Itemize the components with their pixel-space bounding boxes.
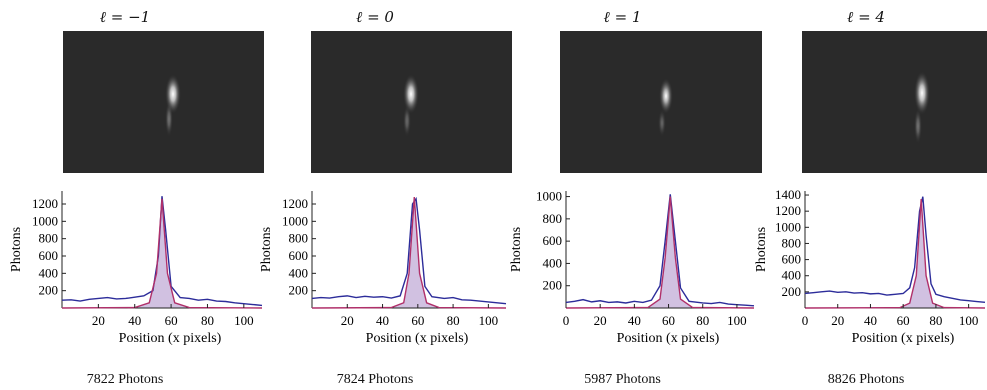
series-line-raw <box>311 196 507 305</box>
y-tick-label: 200 <box>289 283 309 298</box>
x-tick-label: 80 <box>201 313 214 328</box>
x-tick-label: 40 <box>128 313 141 328</box>
y-tick-label: 400 <box>39 265 59 280</box>
y-tick-label: 200 <box>782 284 802 299</box>
y-tick-label: 1000 <box>775 219 801 234</box>
x-tick-label: 40 <box>628 313 641 328</box>
x-tick-label: 100 <box>959 313 979 328</box>
camera-image-svg <box>403 74 419 137</box>
camera-image <box>311 31 512 173</box>
photon-count: 8826 Photons <box>827 372 905 387</box>
x-axis-label: Position (x pixels) <box>366 331 469 346</box>
x-tick-label: 100 <box>234 313 254 328</box>
x-tick-label: 80 <box>696 313 709 328</box>
y-tick-label: 800 <box>543 211 563 226</box>
x-tick-label: 60 <box>662 313 675 328</box>
y-tick-label: 600 <box>782 252 802 267</box>
x-tick-label: 80 <box>447 313 460 328</box>
x-tick-label: 20 <box>831 313 844 328</box>
series-line-raw <box>565 194 755 307</box>
x-axis-label: Position (x pixels) <box>852 331 955 346</box>
y-tick-label: 600 <box>39 248 59 263</box>
panel-l-4: ℓ = 4 200 400 600 800 1000 1200 1400 0 20 40 60 80 1… <box>745 0 987 390</box>
camera-image <box>63 31 264 173</box>
panel-l-minus-1: ℓ = −1 200 400 600 800 1000 1200 20 40 60 80 100 Po… <box>0 0 264 390</box>
chart-title: ℓ = 0 <box>356 8 394 26</box>
x-tick-label: 100 <box>479 313 499 328</box>
fit-area <box>62 198 262 308</box>
x-axis-label: Position (x pixels) <box>617 331 720 346</box>
plot-1: 200 400 600 800 1000 1200 20 40 60 80 100 Position … <box>259 191 507 346</box>
camera-image-svg <box>914 71 930 144</box>
x-tick-label: 60 <box>411 313 424 328</box>
y-tick-label: 200 <box>543 278 563 293</box>
plot-2: 200 400 600 800 1000 0 20 40 60 80 100 Position (x … <box>509 189 755 346</box>
x-tick-label: 80 <box>929 313 942 328</box>
y-axis-label: Photons <box>754 227 769 272</box>
y-tick-label: 1200 <box>32 196 58 211</box>
y-tick-label: 1400 <box>775 187 801 202</box>
y-tick-label: 600 <box>543 233 563 248</box>
camera-image-svg <box>165 74 181 137</box>
x-tick-label: 0 <box>563 313 570 328</box>
y-axis-label: Photons <box>9 227 24 272</box>
series-line-fit <box>565 196 755 309</box>
x-tick-label: 40 <box>376 313 389 328</box>
y-tick-label: 1200 <box>775 203 801 218</box>
y-tick-label: 400 <box>543 255 563 270</box>
camera-image <box>802 31 987 173</box>
y-tick-label: 600 <box>289 248 309 263</box>
x-tick-label: 40 <box>864 313 877 328</box>
y-tick-label: 1000 <box>32 213 58 228</box>
panel-l-1: ℓ = 1 200 400 600 800 1000 0 20 40 60 80 100 Positi… <box>500 0 762 390</box>
y-tick-label: 1000 <box>536 189 562 204</box>
y-tick-label: 200 <box>39 283 59 298</box>
x-tick-label: 100 <box>727 313 747 328</box>
series-line-fit <box>61 198 263 309</box>
photon-count: 5987 Photons <box>584 372 661 387</box>
y-axis-label: Photons <box>509 227 524 272</box>
photon-count: 7824 Photons <box>336 372 414 387</box>
y-tick-label: 400 <box>782 268 802 283</box>
x-tick-label: 20 <box>594 313 607 328</box>
fit-area <box>312 197 506 308</box>
y-tick-label: 1200 <box>282 196 308 211</box>
photon-count: 7822 Photons <box>86 372 164 387</box>
panel-l-0: ℓ = 0 200 400 600 800 1000 1200 20 40 60 80 100 Pos… <box>250 0 512 390</box>
camera-image-svg <box>658 78 673 137</box>
y-tick-label: 400 <box>289 265 309 280</box>
y-tick-label: 800 <box>289 231 309 246</box>
chart-title: ℓ = 1 <box>603 8 642 26</box>
x-tick-label: 60 <box>897 313 910 328</box>
series-line-raw <box>61 196 263 307</box>
x-tick-label: 20 <box>341 313 354 328</box>
x-tick-label: 0 <box>802 313 809 328</box>
series-line-fit <box>311 197 507 309</box>
chart-title: ℓ = −1 <box>99 8 151 26</box>
series-line-raw <box>804 196 986 304</box>
y-tick-label: 800 <box>39 231 59 246</box>
x-tick-label: 20 <box>92 313 105 328</box>
chart-title: ℓ = 4 <box>847 8 885 26</box>
camera-image <box>560 31 762 173</box>
x-tick-label: 60 <box>165 313 178 328</box>
fit-area <box>566 196 754 308</box>
y-axis-label: Photons <box>259 227 274 272</box>
x-axis-label: Position (x pixels) <box>119 331 222 346</box>
plot-0: 200 400 600 800 1000 1200 20 40 60 80 100 Position … <box>9 191 263 346</box>
y-tick-label: 1000 <box>282 213 308 228</box>
y-tick-label: 800 <box>782 235 802 250</box>
